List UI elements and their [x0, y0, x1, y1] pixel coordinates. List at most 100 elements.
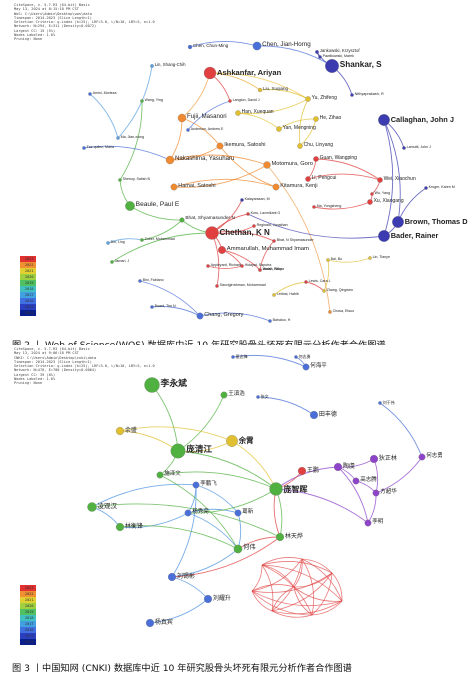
- author-node[interactable]: [165, 155, 175, 165]
- author-node[interactable]: [315, 50, 319, 54]
- author-node[interactable]: [378, 230, 390, 242]
- coauthor-link: [251, 558, 303, 592]
- author-node[interactable]: [378, 114, 390, 126]
- author-node[interactable]: [333, 462, 343, 472]
- author-node[interactable]: [418, 453, 426, 461]
- author-node[interactable]: [106, 241, 110, 245]
- coauthor-link: [301, 558, 333, 574]
- author-node[interactable]: [313, 116, 319, 122]
- author-node[interactable]: [368, 256, 372, 260]
- author-node[interactable]: [145, 618, 155, 628]
- author-node[interactable]: [325, 59, 339, 73]
- author-node[interactable]: [246, 212, 250, 216]
- author-node[interactable]: [140, 99, 144, 103]
- author-node[interactable]: [269, 482, 283, 496]
- author-node[interactable]: [272, 239, 276, 243]
- author-node[interactable]: [256, 395, 260, 399]
- author-node[interactable]: [378, 401, 382, 405]
- author-node[interactable]: [203, 66, 217, 80]
- author-node[interactable]: [233, 544, 243, 554]
- author-node[interactable]: [272, 293, 276, 297]
- author-node[interactable]: [87, 502, 97, 512]
- author-node[interactable]: [318, 55, 322, 59]
- author-node[interactable]: [352, 477, 360, 485]
- author-node[interactable]: [304, 280, 308, 284]
- author-node[interactable]: [184, 509, 192, 517]
- author-node[interactable]: [228, 99, 232, 103]
- author-node[interactable]: [220, 391, 228, 399]
- author-node[interactable]: [370, 192, 374, 196]
- author-node[interactable]: [268, 319, 272, 323]
- author-node[interactable]: [116, 136, 120, 140]
- author-node[interactable]: [297, 143, 303, 149]
- author-node[interactable]: [276, 126, 282, 132]
- author-node[interactable]: [218, 246, 226, 254]
- author-node[interactable]: [187, 44, 193, 50]
- author-node[interactable]: [258, 268, 262, 272]
- author-node[interactable]: [313, 156, 319, 162]
- author-node[interactable]: [322, 289, 326, 293]
- author-node[interactable]: [294, 355, 298, 359]
- author-node[interactable]: [205, 226, 219, 240]
- author-node[interactable]: [275, 532, 285, 542]
- author-node[interactable]: [364, 519, 372, 527]
- author-node[interactable]: [297, 466, 307, 476]
- author-node[interactable]: [115, 426, 125, 436]
- author-node[interactable]: [235, 110, 241, 116]
- author-node[interactable]: [216, 142, 224, 150]
- author-node[interactable]: [82, 146, 86, 150]
- author-node[interactable]: [350, 93, 354, 97]
- author-node[interactable]: [206, 264, 210, 268]
- author-node[interactable]: [367, 199, 373, 205]
- metadata-line: Network: N=294, E=311 (Density=0.0072): [14, 24, 97, 29]
- author-node[interactable]: [326, 258, 330, 262]
- author-node[interactable]: [179, 217, 185, 223]
- author-node[interactable]: [240, 198, 244, 202]
- author-node[interactable]: [115, 522, 125, 532]
- author-node[interactable]: [263, 161, 271, 169]
- author-node[interactable]: [226, 435, 238, 447]
- author-node[interactable]: [150, 64, 154, 68]
- legend-swatch: [20, 633, 36, 639]
- author-node[interactable]: [144, 377, 160, 393]
- author-node[interactable]: [170, 443, 186, 459]
- author-label: 刘于伟: [382, 399, 395, 405]
- author-label: Nakashima, Yasuharu: [175, 155, 235, 163]
- author-node[interactable]: [138, 279, 142, 283]
- author-node[interactable]: [240, 264, 244, 268]
- author-node[interactable]: [234, 509, 242, 517]
- author-node[interactable]: [377, 177, 383, 183]
- author-node[interactable]: [192, 481, 200, 489]
- author-node[interactable]: [150, 305, 154, 309]
- author-node[interactable]: [186, 128, 190, 132]
- author-node[interactable]: [252, 41, 262, 51]
- author-node[interactable]: [305, 176, 311, 182]
- author-node[interactable]: [372, 489, 380, 497]
- author-node[interactable]: [170, 183, 178, 191]
- author-node[interactable]: [196, 312, 204, 320]
- author-node[interactable]: [215, 284, 219, 288]
- author-node[interactable]: [167, 572, 177, 582]
- author-node[interactable]: [257, 87, 263, 93]
- author-node[interactable]: [231, 355, 235, 359]
- author-node[interactable]: [305, 96, 311, 102]
- author-node[interactable]: [203, 594, 213, 604]
- author-node[interactable]: [125, 201, 135, 211]
- author-node[interactable]: [156, 471, 164, 479]
- author-node[interactable]: [392, 216, 404, 228]
- author-node[interactable]: [402, 146, 406, 150]
- author-node[interactable]: [302, 363, 310, 371]
- author-node[interactable]: [424, 186, 428, 190]
- author-node[interactable]: [140, 238, 144, 242]
- author-node[interactable]: [369, 454, 379, 464]
- author-node[interactable]: [328, 310, 332, 314]
- author-node[interactable]: [110, 260, 114, 264]
- author-node[interactable]: [252, 224, 256, 228]
- author-node[interactable]: [312, 205, 316, 209]
- author-node[interactable]: [118, 178, 122, 182]
- author-node[interactable]: [88, 92, 92, 96]
- author-node[interactable]: [309, 410, 319, 420]
- author-node[interactable]: [272, 183, 280, 191]
- author-node[interactable]: [177, 113, 187, 123]
- legend-year-label: 2016: [25, 299, 34, 303]
